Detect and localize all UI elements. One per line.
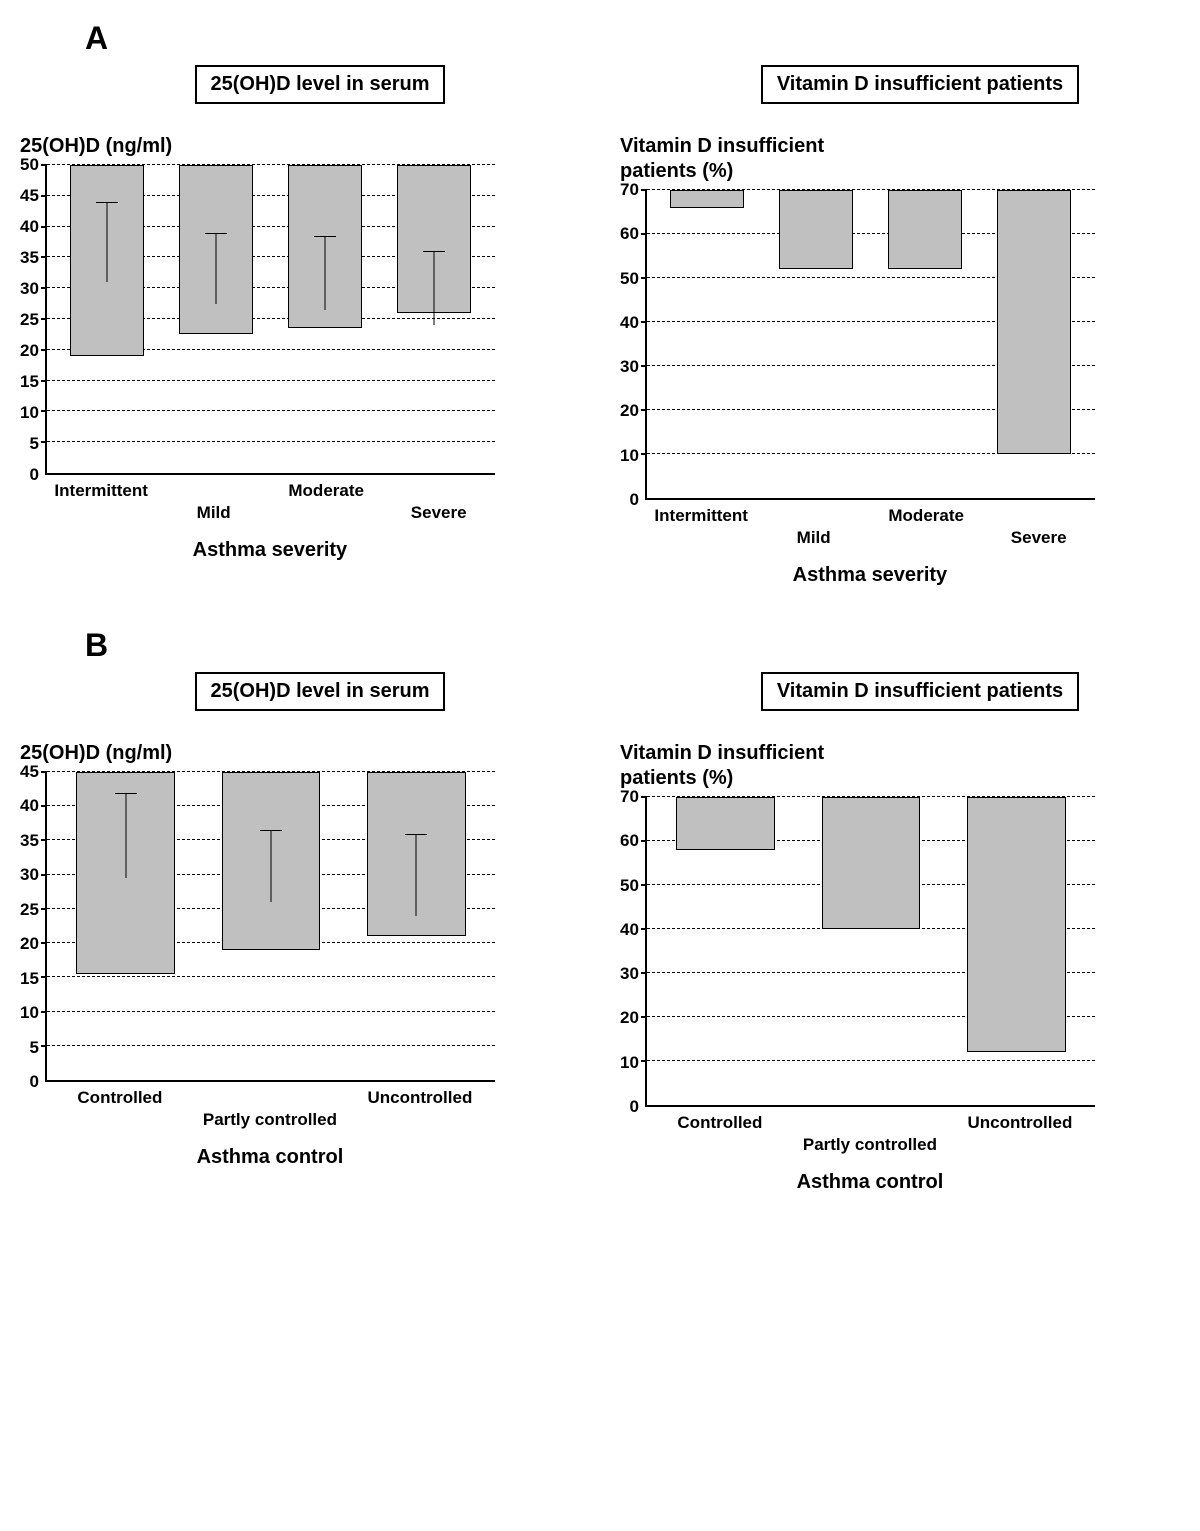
x-axis-label: Asthma control: [645, 1171, 1095, 1194]
bar-slot: [344, 772, 489, 1080]
xtick-label: Intermittent: [54, 481, 148, 501]
panel-row: 25(OH)D level in serum 25(OH)D (ng/ml) 4…: [20, 672, 1180, 1194]
panel-B: B 25(OH)D level in serum 25(OH)D (ng/ml)…: [20, 627, 1180, 1194]
x-axis-labels: Intermittent Mild Moderate Severe: [45, 481, 495, 531]
bar-slot: [653, 190, 762, 498]
x-axis-label: Asthma severity: [45, 539, 495, 562]
bar-slot: [980, 190, 1089, 498]
chart: 50454035302520151050: [20, 165, 580, 562]
boxed-title-wrap: 25(OH)D level in serum: [60, 672, 580, 741]
error-bar: [416, 834, 417, 916]
x-axis-label: Asthma control: [45, 1146, 495, 1169]
chart: 454035302520151050: [20, 772, 580, 1169]
chart: 706050403020100 ControlledPartly control…: [620, 797, 1180, 1194]
right-column: Vitamin D insufficient patients Vitamin …: [620, 65, 1180, 587]
x-axis-labels: Controlled Partly controlled Uncontrolled: [645, 1113, 1095, 1163]
error-bar: [434, 251, 435, 325]
panel-A: A 25(OH)D level in serum 25(OH)D (ng/ml)…: [20, 20, 1180, 587]
chart: 706050403020100 IntermittentMildModerate…: [620, 190, 1180, 587]
bar: [822, 797, 921, 929]
x-axis-labels: Controlled Partly controlled Uncontrolled: [45, 1088, 495, 1138]
bar-slot: [53, 165, 162, 473]
boxed-title: 25(OH)D level in serum: [195, 672, 446, 711]
bar: [670, 190, 744, 208]
error-cap: [423, 251, 445, 252]
boxed-title: Vitamin D insufficient patients: [761, 65, 1079, 104]
error-bar: [125, 793, 126, 879]
bars-container: [47, 772, 495, 1080]
bar-slot: [162, 165, 271, 473]
bar-slot: [53, 772, 198, 1080]
bar-slot: [944, 797, 1089, 1105]
xtick-label: Mild: [197, 503, 231, 523]
bars-container: [47, 165, 495, 473]
xtick-label: Severe: [1011, 528, 1067, 548]
right-column: Vitamin D insufficient patients Vitamin …: [620, 672, 1180, 1194]
y-axis-label: 25(OH)D (ng/ml): [20, 134, 580, 159]
bar: [888, 190, 962, 269]
bar-slot: [798, 797, 943, 1105]
left-column: 25(OH)D level in serum 25(OH)D (ng/ml) 4…: [20, 672, 580, 1194]
xtick-label: Partly controlled: [803, 1135, 937, 1155]
xtick-label: Mild: [797, 528, 831, 548]
y-axis: 50454035302520151050: [20, 165, 45, 475]
boxed-title-wrap: Vitamin D insufficient patients: [660, 65, 1180, 134]
y-axis-label: Vitamin D insufficient patients (%): [620, 741, 1180, 791]
xtick-label: Controlled: [77, 1088, 162, 1108]
bar: [676, 797, 775, 850]
bar: [779, 190, 853, 269]
bar-slot: [762, 190, 871, 498]
plot-area: [645, 190, 1095, 500]
panel-letter: A: [85, 20, 1180, 57]
boxed-title-wrap: Vitamin D insufficient patients: [660, 672, 1180, 741]
y-axis-label: 25(OH)D (ng/ml): [20, 741, 580, 766]
error-cap: [405, 834, 427, 835]
x-axis-labels: Intermittent Mild Moderate Severe: [645, 506, 1095, 556]
error-cap: [260, 830, 282, 831]
bar-slot: [871, 190, 980, 498]
bar-slot: [198, 772, 343, 1080]
xtick-label: Moderate: [888, 506, 964, 526]
error-cap: [314, 236, 336, 237]
plot-area: [45, 165, 495, 475]
error-cap: [205, 233, 227, 234]
error-bar: [107, 202, 108, 282]
xtick-label: Uncontrolled: [368, 1088, 473, 1108]
plot-area: [645, 797, 1095, 1107]
bar: [967, 797, 1066, 1052]
error-cap: [96, 202, 118, 203]
y-axis-label: Vitamin D insufficient patients (%): [620, 134, 1180, 184]
xtick-label: Uncontrolled: [968, 1113, 1073, 1133]
bars-container: [647, 797, 1095, 1105]
xtick-label: Controlled: [677, 1113, 762, 1133]
bar: [997, 190, 1071, 454]
xtick-label: Partly controlled: [203, 1110, 337, 1130]
error-cap: [115, 793, 137, 794]
bar-slot: [653, 797, 798, 1105]
xtick-label: Moderate: [288, 481, 364, 501]
xtick-label: Intermittent: [654, 506, 748, 526]
y-axis: 454035302520151050: [20, 772, 45, 1082]
bar-slot: [271, 165, 380, 473]
left-column: 25(OH)D level in serum 25(OH)D (ng/ml) 5…: [20, 65, 580, 587]
error-bar: [270, 830, 271, 902]
boxed-title: Vitamin D insufficient patients: [761, 672, 1079, 711]
bars-container: [647, 190, 1095, 498]
panel-row: 25(OH)D level in serum 25(OH)D (ng/ml) 5…: [20, 65, 1180, 587]
xtick-label: Severe: [411, 503, 467, 523]
boxed-title-wrap: 25(OH)D level in serum: [60, 65, 580, 134]
plot-area: [45, 772, 495, 1082]
error-bar: [325, 236, 326, 310]
error-bar: [216, 233, 217, 304]
x-axis-label: Asthma severity: [645, 564, 1095, 587]
panel-letter: B: [85, 627, 1180, 664]
bar-slot: [380, 165, 489, 473]
boxed-title: 25(OH)D level in serum: [195, 65, 446, 104]
